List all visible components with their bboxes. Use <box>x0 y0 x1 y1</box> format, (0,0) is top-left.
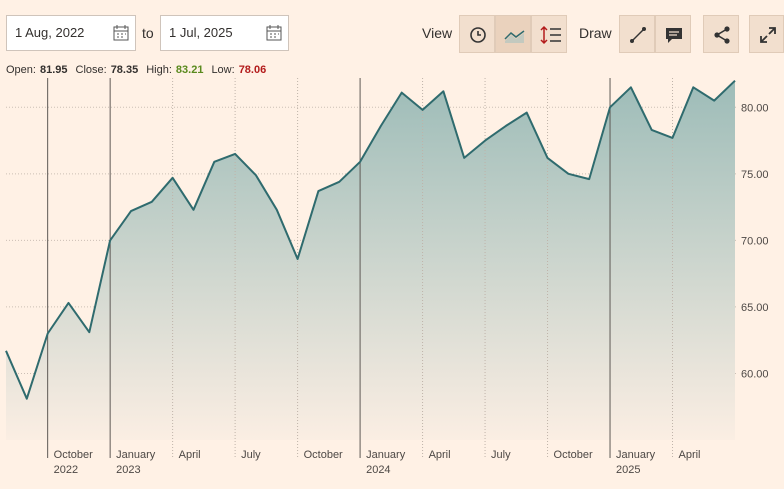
share-button[interactable] <box>703 15 739 53</box>
indicators-button[interactable] <box>531 15 567 53</box>
draw-label: Draw <box>579 25 612 41</box>
x-tick-year: 2022 <box>54 464 78 476</box>
stat-value: 83.21 <box>175 64 204 76</box>
expand-icon <box>760 27 776 43</box>
x-tick-label: October <box>554 449 593 461</box>
stat-label: Low: <box>211 64 235 76</box>
line-icon <box>504 30 525 43</box>
indicators-icon <box>540 25 561 45</box>
calendar-icon <box>113 25 129 41</box>
calendar-icon <box>266 25 282 41</box>
stat-label: High: <box>146 64 172 76</box>
x-tick-label: July <box>241 449 261 461</box>
x-tick-label: January <box>116 449 156 461</box>
y-tick-label: 70.00 <box>741 235 769 247</box>
x-tick-label: April <box>429 449 451 461</box>
x-tick-year: 2025 <box>616 464 640 476</box>
x-tick-year: 2023 <box>116 464 140 476</box>
stat-value: 81.95 <box>39 64 68 76</box>
x-tick-label: January <box>366 449 406 461</box>
stat-value: 78.06 <box>238 64 267 76</box>
view-label: View <box>422 25 453 41</box>
from-date: 1 Aug, 2022 <box>15 25 85 40</box>
to-date-input[interactable]: 1 Jul, 2025 <box>160 15 289 51</box>
line <box>5 79 736 400</box>
time-button[interactable] <box>459 15 495 53</box>
stat-label: Close: <box>75 64 107 76</box>
annotate-button[interactable] <box>655 15 691 53</box>
draw-line-button[interactable] <box>619 15 655 53</box>
chart-type-button[interactable] <box>495 15 531 53</box>
expand-button[interactable] <box>749 15 784 53</box>
stats-bar: Open: 81.95 Close: 78.35 High: 83.21 Low: 78.06 <box>6 64 274 76</box>
stat-value: 78.35 <box>110 64 139 76</box>
x-tick-label: January <box>616 449 656 461</box>
to-date: 1 Jul, 2025 <box>169 25 233 40</box>
x-tick-label: April <box>179 449 201 461</box>
area <box>6 80 735 440</box>
x-tick-year: 2024 <box>366 464 390 476</box>
x-tick-label: October <box>54 449 93 461</box>
to-label: to <box>142 25 154 41</box>
from-date-input[interactable]: 1 Aug, 2022 <box>6 15 136 51</box>
x-tick-label: July <box>491 449 511 461</box>
share-icon <box>714 26 730 44</box>
x-tick-label: October <box>304 449 343 461</box>
y-tick-label: 60.00 <box>741 368 769 380</box>
stat-label: Open: <box>6 64 36 76</box>
y-tick-label: 65.00 <box>741 302 769 314</box>
y-tick-label: 75.00 <box>741 169 769 181</box>
comment-icon <box>666 28 682 43</box>
y-tick-label: 80.00 <box>741 102 769 114</box>
x-tick-label: April <box>679 449 701 461</box>
clock-icon <box>470 27 486 43</box>
draw-line-icon <box>630 27 646 43</box>
